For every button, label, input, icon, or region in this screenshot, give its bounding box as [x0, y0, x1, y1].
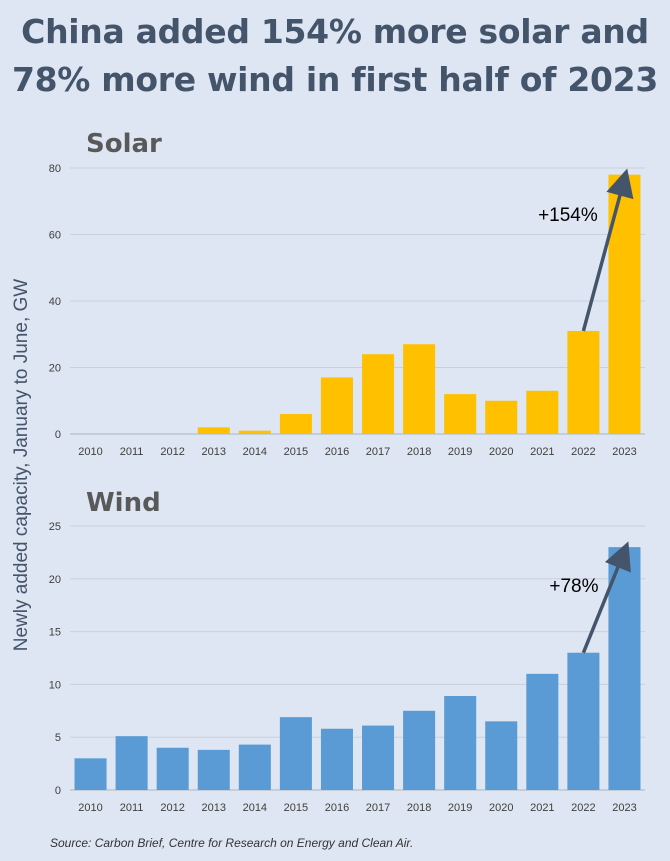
solar-x-tick-label: 2010 — [78, 446, 102, 458]
wind-x-tick-label: 2022 — [571, 802, 595, 814]
solar-bar-2021 — [526, 390, 559, 434]
wind-growth-label: +78% — [549, 576, 598, 597]
solar-y-tick-label: 60 — [49, 230, 61, 242]
solar-x-tick-label: 2019 — [448, 446, 472, 458]
wind-x-tick-label: 2017 — [366, 802, 390, 814]
wind-bar-2021 — [526, 673, 559, 790]
wind-x-tick-label: 2016 — [325, 802, 349, 814]
wind-y-tick-label: 0 — [55, 785, 61, 797]
title-line-1: China added 154% more solar and — [21, 12, 649, 51]
solar-x-tick-label: 2022 — [571, 446, 595, 458]
wind-bar-2015 — [279, 717, 312, 790]
wind-bar-2019 — [444, 696, 477, 790]
page-title: China added 154% more solar and 78% more… — [0, 8, 670, 104]
wind-x-tick-label: 2020 — [489, 802, 513, 814]
solar-x-tick-label: 2020 — [489, 446, 513, 458]
wind-x-tick-label: 2023 — [612, 802, 636, 814]
y-axis-label: Newly added capacity, January to June, G… — [11, 278, 32, 652]
source-note: Source: Carbon Brief, Centre for Researc… — [50, 836, 414, 850]
wind-growth-arrow — [581, 541, 631, 654]
wind-bar-2013 — [197, 749, 230, 790]
wind-y-tick-label: 25 — [49, 521, 61, 533]
wind-bar-2018 — [403, 710, 436, 790]
solar-bar-2018 — [403, 344, 436, 434]
wind-bar-2010 — [74, 758, 107, 790]
solar-growth-arrow — [581, 168, 634, 332]
solar-chart-title: Solar — [86, 129, 162, 159]
wind-chart-title: Wind — [86, 488, 161, 518]
solar-x-tick-label: 2015 — [284, 446, 308, 458]
solar-x-tick-label: 2017 — [366, 446, 390, 458]
wind-bar-2017 — [362, 725, 395, 790]
wind-x-tick-label: 2012 — [160, 802, 184, 814]
wind-y-tick-label: 5 — [55, 732, 61, 744]
solar-bar-2020 — [485, 400, 518, 434]
solar-growth-label: +154% — [538, 205, 598, 226]
wind-bar-2016 — [320, 728, 353, 790]
solar-bar-2016 — [320, 377, 353, 434]
solar-x-tick-label: 2014 — [243, 446, 267, 458]
solar-x-tick-label: 2023 — [612, 446, 636, 458]
solar-bar-2019 — [444, 394, 477, 434]
wind-x-tick-label: 2011 — [120, 802, 144, 814]
solar-x-tick-label: 2018 — [407, 446, 431, 458]
wind-y-tick-label: 20 — [49, 574, 61, 586]
wind-bar-2023 — [608, 547, 641, 790]
wind-x-tick-label: 2015 — [284, 802, 308, 814]
solar-y-tick-label: 40 — [49, 296, 61, 308]
solar-bar-2015 — [279, 414, 312, 434]
solar-y-tick-label: 20 — [49, 363, 61, 375]
wind-x-tick-label: 2021 — [530, 802, 554, 814]
solar-bar-2013 — [197, 427, 230, 434]
solar-x-tick-label: 2016 — [325, 446, 349, 458]
wind-x-tick-label: 2014 — [243, 802, 267, 814]
solar-x-tick-label: 2012 — [160, 446, 184, 458]
solar-x-tick-label: 2011 — [120, 446, 144, 458]
solar-y-tick-label: 80 — [49, 163, 61, 175]
wind-x-tick-label: 2018 — [407, 802, 431, 814]
title-line-2: 78% more wind in first half of 2023 — [11, 60, 658, 99]
wind-bar-2020 — [485, 721, 518, 790]
wind-y-tick-label: 10 — [49, 679, 61, 691]
solar-x-tick-label: 2021 — [530, 446, 554, 458]
solar-bar-2017 — [362, 354, 395, 434]
solar-x-tick-label: 2013 — [202, 446, 226, 458]
wind-y-tick-label: 15 — [49, 627, 61, 639]
wind-x-tick-label: 2019 — [448, 802, 472, 814]
wind-x-tick-label: 2010 — [78, 802, 102, 814]
wind-bar-2011 — [115, 736, 148, 790]
solar-bar-2022 — [567, 330, 600, 434]
wind-bar-2022 — [567, 652, 600, 790]
wind-bar-2014 — [238, 744, 271, 790]
wind-x-tick-label: 2013 — [202, 802, 226, 814]
wind-bar-2012 — [156, 747, 189, 790]
solar-y-tick-label: 0 — [55, 429, 61, 441]
solar-bar-2014 — [238, 430, 271, 434]
